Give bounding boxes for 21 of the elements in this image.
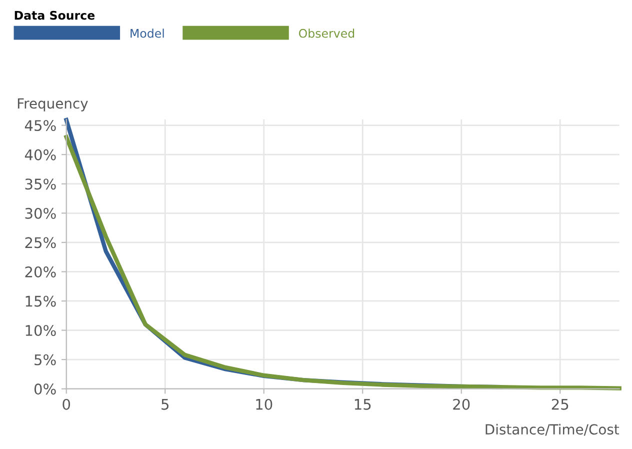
- y-tick-label: 10%: [26, 324, 56, 336]
- y-tick-label: 25%: [25, 237, 56, 248]
- x-tick-label: 15: [354, 399, 371, 410]
- x-tick-label: 25: [552, 398, 568, 410]
- y-tick-label: 20%: [25, 266, 56, 278]
- x-tick-label: 0: [62, 398, 70, 410]
- text: Model: [130, 28, 164, 38]
- y-tick-label: 40%: [24, 149, 56, 160]
- x-tick-label: 20: [453, 398, 470, 410]
- text: Observed: [298, 28, 354, 38]
- x-tick-label: 5: [162, 399, 168, 410]
- y-tick-label: 5%: [34, 354, 56, 366]
- y-tick-label: 35%: [25, 178, 56, 190]
- legend-title: Data Source: [14, 10, 95, 20]
- y-tick-label: 45%: [24, 120, 56, 132]
- y-axis-title: Frequency: [18, 98, 88, 112]
- y-tick-label: 0%: [34, 384, 56, 395]
- y-tick-label: 15%: [26, 296, 56, 307]
- y-tick-label: 30%: [25, 208, 56, 219]
- x-axis-title: Distance/Time/Cost: [486, 424, 620, 436]
- x-tick-label: 10: [256, 398, 272, 410]
